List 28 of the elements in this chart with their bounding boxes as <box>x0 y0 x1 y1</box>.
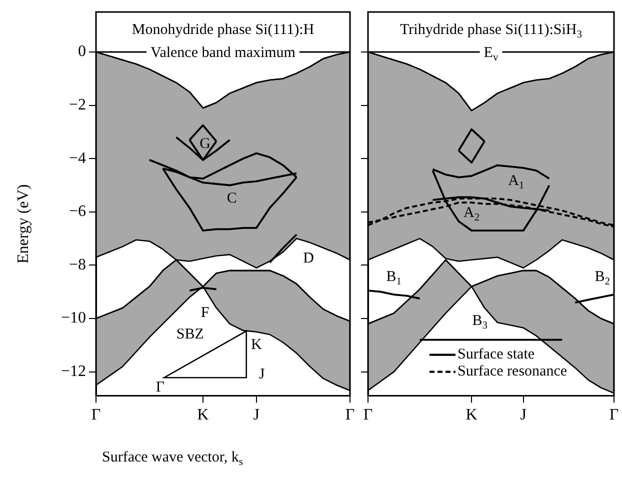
x-tick-label: J <box>253 406 260 424</box>
x-tick-label: Γ <box>345 406 355 424</box>
annotation: SBZ <box>176 326 204 342</box>
annotation: C <box>226 190 237 207</box>
annotation: D <box>303 250 314 266</box>
annotation: Valence band maximum <box>150 44 296 61</box>
y-tick-label: −8 <box>68 256 86 274</box>
chart-title: Monohydride phase Si(111):H <box>132 22 314 38</box>
annotation: K <box>251 337 262 354</box>
x-tick-label: Γ <box>363 406 373 424</box>
y-tick-label: −4 <box>68 150 86 167</box>
y-tick-label: −12 <box>60 363 86 380</box>
legend-label: Surface resonance <box>458 364 568 380</box>
y-tick-label: −2 <box>68 96 86 114</box>
x-tick-label: J <box>520 406 526 424</box>
y-axis-title: Energy (eV) <box>14 184 32 264</box>
x-tick-label: K <box>197 406 210 424</box>
x-tick-label: K <box>466 406 478 424</box>
x-tick-label: Γ <box>609 406 619 424</box>
annotation: J <box>258 366 265 382</box>
annotation: F <box>200 305 210 322</box>
y-tick-label: 0 <box>78 43 86 60</box>
y-tick-label: −6 <box>68 203 86 220</box>
legend-label: Surface state <box>458 346 535 363</box>
y-tick-label: −10 <box>60 310 86 327</box>
x-tick-label: Γ <box>91 406 101 424</box>
annotation: G <box>200 136 211 152</box>
annotation: Γ <box>156 380 165 396</box>
